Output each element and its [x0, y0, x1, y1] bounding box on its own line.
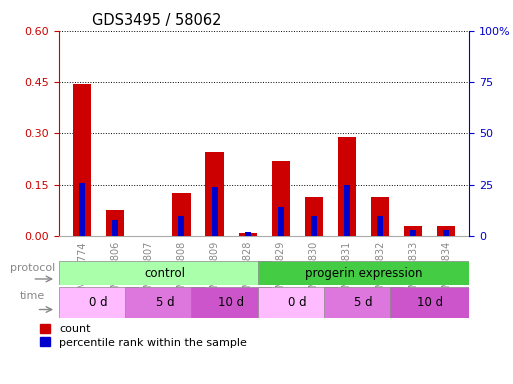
- Text: progerin expression: progerin expression: [305, 266, 422, 280]
- Bar: [324, 287, 403, 318]
- Bar: [278, 207, 284, 236]
- Text: 5 d: 5 d: [354, 296, 373, 309]
- Bar: [377, 216, 383, 236]
- Bar: [437, 226, 456, 236]
- Text: GDS3495 / 58062: GDS3495 / 58062: [92, 13, 221, 28]
- Bar: [371, 197, 389, 236]
- Bar: [272, 161, 290, 236]
- Bar: [338, 137, 356, 236]
- Bar: [404, 226, 422, 236]
- Bar: [125, 287, 205, 318]
- Legend: count, percentile rank within the sample: count, percentile rank within the sample: [41, 324, 247, 348]
- Bar: [443, 230, 449, 236]
- Bar: [112, 220, 118, 236]
- Bar: [106, 210, 124, 236]
- Bar: [305, 197, 323, 236]
- Bar: [59, 287, 139, 318]
- Bar: [311, 216, 317, 236]
- Text: control: control: [144, 266, 185, 280]
- Bar: [179, 216, 185, 236]
- Bar: [344, 185, 350, 236]
- Bar: [258, 287, 337, 318]
- Text: protocol: protocol: [10, 263, 55, 273]
- Bar: [73, 84, 91, 236]
- Bar: [258, 261, 469, 285]
- Bar: [191, 287, 271, 318]
- Text: 5 d: 5 d: [155, 296, 174, 309]
- Text: 10 d: 10 d: [218, 296, 244, 309]
- Bar: [390, 287, 469, 318]
- Text: time: time: [20, 291, 45, 301]
- Bar: [79, 183, 85, 236]
- Bar: [172, 194, 190, 236]
- Bar: [239, 233, 256, 236]
- Bar: [245, 232, 251, 236]
- Bar: [211, 187, 218, 236]
- Text: 10 d: 10 d: [417, 296, 443, 309]
- Bar: [205, 152, 224, 236]
- Bar: [59, 261, 271, 285]
- Bar: [410, 230, 416, 236]
- Text: 0 d: 0 d: [89, 296, 108, 309]
- Text: 0 d: 0 d: [288, 296, 307, 309]
